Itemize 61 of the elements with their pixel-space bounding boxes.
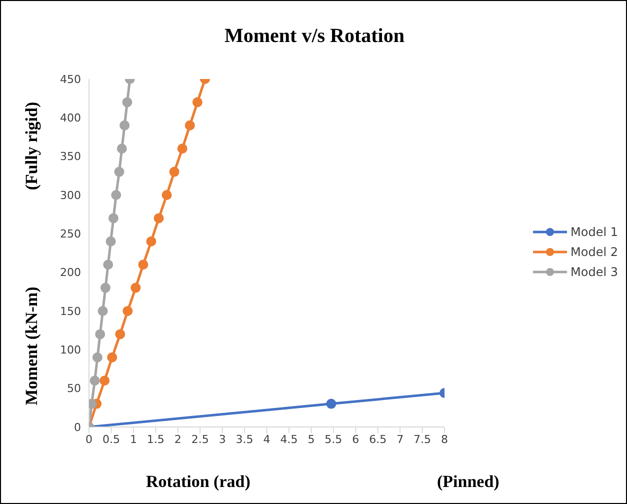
y-tick-label: 0 <box>74 420 81 434</box>
legend-label: Model 3 <box>570 265 618 279</box>
x-tick-label: 6.5 <box>369 432 387 446</box>
point <box>130 282 141 293</box>
legend-label: Model 2 <box>570 245 618 259</box>
x-tick-label: 2 <box>174 432 182 446</box>
x-tick-label: 4 <box>263 432 270 446</box>
point <box>184 120 195 130</box>
point <box>115 329 126 340</box>
x-tick-label: 0 <box>86 432 92 446</box>
point <box>98 306 108 316</box>
x-tick-label: 4.5 <box>280 432 298 446</box>
y-tick-label: 200 <box>60 266 81 280</box>
x-tick-label: 1 <box>130 432 137 446</box>
x-tick-label: 1.5 <box>146 432 164 446</box>
x-tick-label: 2.5 <box>191 432 209 446</box>
point <box>162 190 172 200</box>
y-tick-label: 150 <box>60 304 81 318</box>
y-tick-label: 350 <box>60 150 81 164</box>
point <box>111 190 122 200</box>
chart-title: Moment v/s Rotation <box>224 25 406 48</box>
point <box>103 260 114 270</box>
y-tick-label: 450 <box>60 72 81 86</box>
x-tick-label: 6 <box>352 432 360 446</box>
point <box>154 213 164 224</box>
text: (Fully rigid) <box>22 102 42 190</box>
x-tick-label: 3.5 <box>236 432 254 446</box>
x-tick-label: 0.5 <box>102 432 120 446</box>
y-tick-label: 300 <box>60 188 81 202</box>
y-tick-label: 250 <box>60 228 81 241</box>
x-tick-label: 7.5 <box>414 432 432 446</box>
y-axis-title: Moment (kN-m) <box>22 286 42 406</box>
point <box>92 352 102 362</box>
point <box>90 376 100 386</box>
point <box>100 282 110 293</box>
point <box>192 97 202 108</box>
y-tick-label: 400 <box>60 112 81 125</box>
y-tick-label: 50 <box>67 382 81 396</box>
point <box>177 144 188 154</box>
point <box>169 166 180 177</box>
y-tick-label: 100 <box>60 344 81 357</box>
point <box>120 120 130 130</box>
point <box>106 236 116 246</box>
point <box>107 352 118 362</box>
point <box>114 166 124 177</box>
x-tick-label: 7 <box>396 432 404 446</box>
point <box>100 376 110 386</box>
x-tick-label: 5.5 <box>324 432 342 446</box>
point <box>122 306 133 316</box>
point <box>146 236 156 246</box>
point <box>138 260 148 270</box>
text: (Pinned) <box>437 472 500 492</box>
point <box>122 97 132 108</box>
x-axis-title: Rotation (rad) <box>146 472 250 492</box>
x-tick-label: 8 <box>441 432 448 446</box>
point <box>116 144 127 154</box>
point <box>95 329 106 340</box>
x-tick-label: 5 <box>308 432 315 446</box>
legend-label: Model 1 <box>570 225 618 239</box>
point <box>108 213 118 224</box>
x-tick-label: 3 <box>218 432 226 446</box>
